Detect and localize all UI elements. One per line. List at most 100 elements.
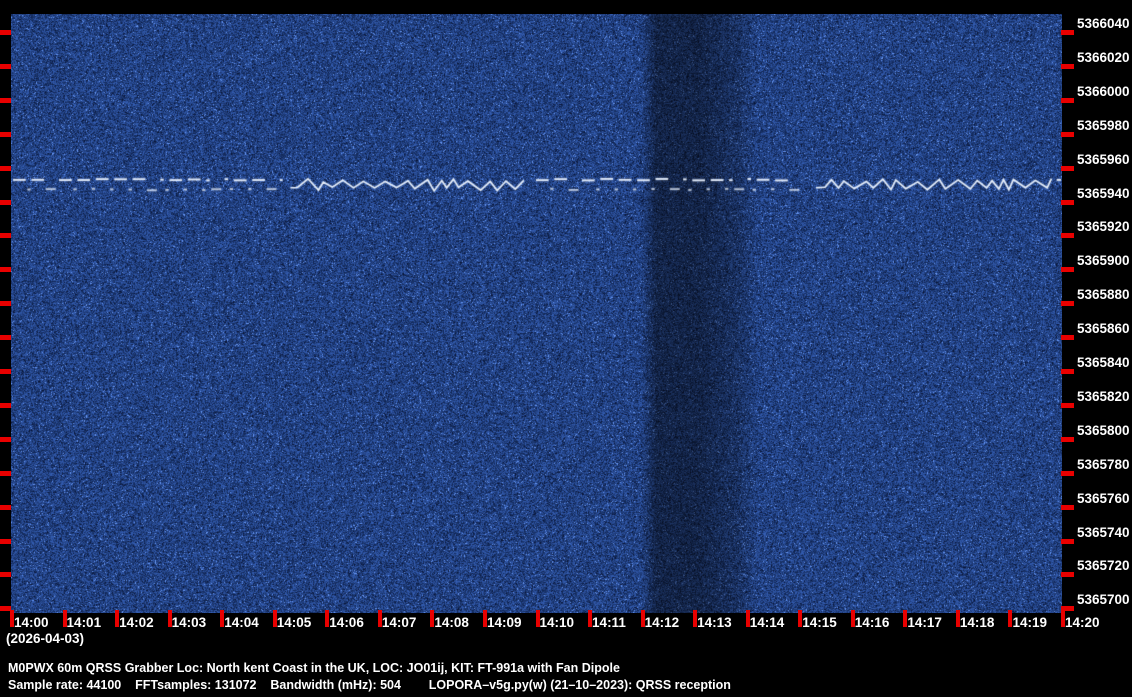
- freq-tick-left: [0, 165, 11, 171]
- freq-tick-left: [0, 63, 11, 69]
- freq-tick-right: [1061, 606, 1074, 612]
- spectrogram-canvas: [11, 14, 1062, 613]
- freq-tick-label: 5365760: [1077, 490, 1130, 506]
- date-label: (2026-04-03): [6, 631, 85, 646]
- freq-tick-label: 5365880: [1077, 287, 1130, 303]
- time-tick-label: 14:16: [854, 615, 890, 630]
- freq-tick-left: [0, 436, 11, 442]
- freq-tick-left: [0, 335, 11, 341]
- freq-tick-label: 5365840: [1077, 355, 1130, 370]
- time-tick: [220, 610, 225, 627]
- freq-tick-label: 5365960: [1077, 151, 1130, 167]
- time-tick: [640, 610, 645, 627]
- time-tick-label: 14:06: [329, 615, 364, 630]
- time-tick: [325, 610, 330, 627]
- freq-tick-right: [1061, 165, 1074, 171]
- freq-tick-label: 5365940: [1077, 185, 1130, 201]
- time-tick: [588, 610, 593, 627]
- freq-tick-right: [1061, 335, 1074, 341]
- time-tick: [955, 610, 960, 627]
- time-tick-label: 14:14: [749, 615, 785, 630]
- time-tick-label: 14:13: [697, 615, 732, 630]
- freq-tick-right: [1061, 538, 1074, 544]
- freq-tick-label: 5365780: [1077, 456, 1130, 472]
- capture-settings-line: Sample rate: 44100 FFTsamples: 131072 Ba…: [8, 678, 731, 692]
- time-tick-label: 14:00: [14, 615, 49, 630]
- time-tick: [903, 610, 908, 627]
- freq-tick-left: [0, 606, 11, 612]
- freq-tick-label: 5365740: [1077, 524, 1130, 540]
- freq-tick-left: [0, 131, 11, 137]
- time-tick: [167, 610, 172, 627]
- time-tick: [482, 610, 487, 627]
- time-tick-label: 14:08: [434, 615, 469, 630]
- freq-tick-left: [0, 267, 11, 273]
- freq-tick-right: [1061, 301, 1074, 307]
- time-tick-label: 14:11: [592, 615, 626, 630]
- time-tick: [62, 610, 67, 627]
- freq-tick-right: [1061, 504, 1074, 510]
- time-tick: [430, 610, 435, 627]
- time-tick: [377, 610, 382, 627]
- time-tick: [10, 610, 14, 627]
- freq-tick-label: 5365720: [1077, 558, 1130, 574]
- freq-tick-right: [1061, 199, 1074, 205]
- freq-tick-label: 5365920: [1077, 219, 1130, 235]
- freq-tick-left: [0, 233, 11, 239]
- freq-tick-right: [1061, 470, 1074, 476]
- freq-tick-label: 5366040: [1077, 16, 1130, 31]
- time-tick-label: 14:07: [381, 615, 417, 630]
- freq-tick-label: 5365820: [1077, 388, 1130, 404]
- freq-tick-left: [0, 470, 11, 476]
- freq-tick-right: [1061, 436, 1074, 442]
- time-tick: [693, 610, 698, 627]
- freq-tick-right: [1061, 63, 1074, 69]
- station-title: M0PWX 60m QRSS Grabber Loc: North kent C…: [8, 661, 620, 675]
- freq-tick-label: 5365700: [1077, 592, 1130, 608]
- freq-tick-right: [1061, 97, 1074, 103]
- freq-tick-label: 5365860: [1077, 321, 1130, 337]
- freq-tick-left: [0, 402, 11, 408]
- time-tick-label: 14:09: [486, 615, 522, 630]
- freq-tick-left: [0, 97, 11, 103]
- time-tick-label: 14:04: [224, 615, 259, 630]
- freq-tick-label: 5366000: [1077, 83, 1130, 99]
- time-tick: [850, 610, 855, 627]
- freq-tick-label: 5365900: [1077, 253, 1130, 269]
- freq-tick-right: [1061, 402, 1074, 408]
- time-tick-label: 14:20: [1065, 615, 1100, 630]
- time-tick-label: 14:05: [276, 615, 312, 630]
- freq-tick-label: 5365980: [1077, 117, 1130, 133]
- freq-tick-left: [0, 301, 11, 307]
- time-tick-label: 14:18: [959, 615, 995, 630]
- time-tick: [272, 610, 277, 627]
- freq-tick-right: [1061, 572, 1074, 578]
- freq-tick-right: [1061, 131, 1074, 137]
- time-tick: [535, 610, 540, 627]
- freq-tick-left: [0, 199, 11, 205]
- freq-tick-label: 5366020: [1077, 49, 1130, 65]
- time-tick: [115, 610, 120, 627]
- freq-tick-label: 5365800: [1077, 422, 1130, 438]
- time-tick-label: 14:01: [66, 615, 102, 630]
- time-tick: [1061, 610, 1065, 627]
- freq-tick-right: [1061, 267, 1074, 273]
- freq-tick-left: [0, 538, 11, 544]
- time-tick: [798, 610, 803, 627]
- freq-tick-left: [0, 504, 11, 510]
- time-tick-label: 14:17: [907, 615, 942, 630]
- freq-tick-right: [1061, 30, 1074, 35]
- time-tick-label: 14:02: [119, 615, 154, 630]
- time-tick-label: 14:19: [1012, 615, 1047, 630]
- time-tick: [745, 610, 750, 627]
- time-tick-label: 14:15: [802, 615, 837, 630]
- freq-tick-left: [0, 369, 11, 374]
- time-tick-label: 14:03: [171, 615, 207, 630]
- freq-tick-left: [0, 572, 11, 578]
- time-tick-label: 14:12: [644, 615, 680, 630]
- time-tick: [1008, 610, 1013, 627]
- freq-tick-right: [1061, 233, 1074, 239]
- freq-tick-left: [0, 30, 11, 35]
- freq-tick-right: [1061, 369, 1074, 374]
